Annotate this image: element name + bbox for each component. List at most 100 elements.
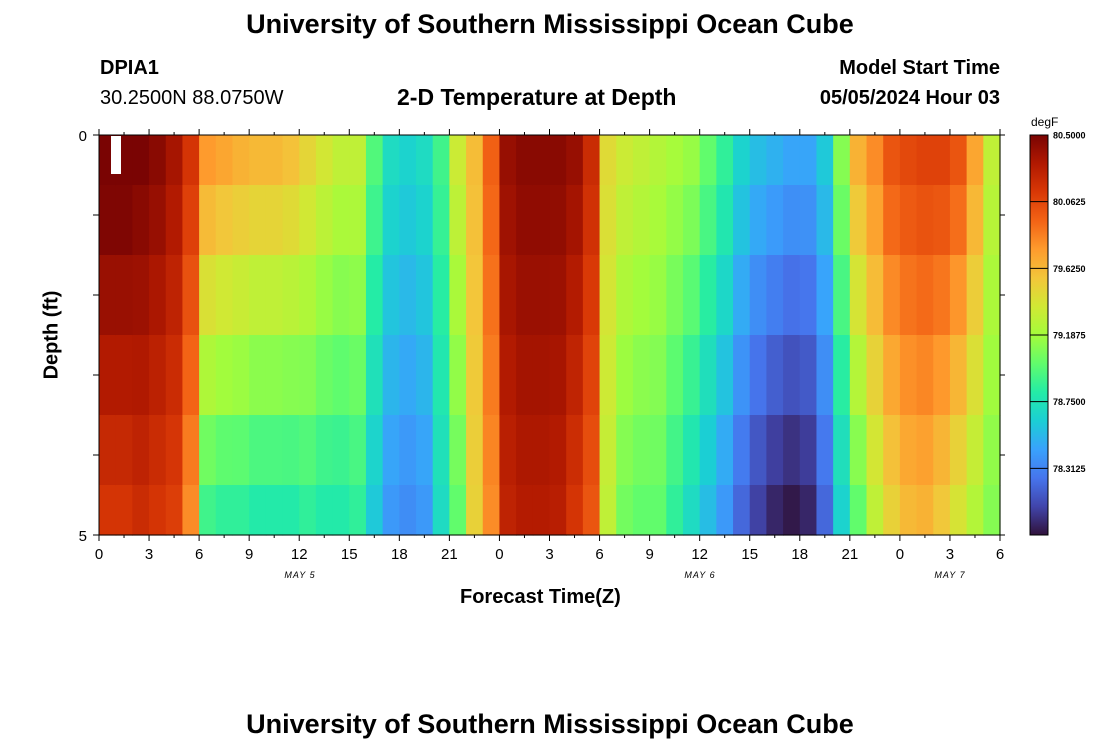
heatmap-cell	[916, 185, 934, 256]
heatmap-cell	[816, 415, 834, 486]
colorbar: degF 80.5000 80.0625 79.6250 79.1875 78.7500 7…	[1029, 115, 1086, 536]
heatmap-cell	[182, 185, 200, 256]
heatmap-cell	[265, 335, 284, 416]
x-tick-label: 21	[841, 546, 858, 563]
heatmap-cell	[265, 255, 284, 336]
heatmap-cell	[883, 185, 901, 256]
heatmap-cell	[332, 135, 350, 186]
y-axis-title: Depth (ft)	[40, 290, 63, 380]
heatmap-cell	[766, 255, 784, 336]
heatmap-cell	[866, 185, 884, 256]
heatmap-cell	[99, 335, 117, 416]
heatmap-cell	[182, 485, 200, 536]
heatmap-cell	[482, 485, 501, 536]
heatmap-cell	[933, 185, 951, 256]
heatmap-cell	[249, 135, 267, 186]
heatmap-cell	[733, 485, 751, 536]
heatmap-cell	[699, 485, 717, 536]
heatmap-cell	[516, 485, 534, 536]
heatmap-cell	[282, 415, 300, 486]
footer-title: University of Southern Mississippi Ocean…	[246, 709, 854, 739]
heatmap-cell	[299, 255, 317, 336]
heatmap-cell	[165, 485, 184, 536]
heatmap-cell	[616, 255, 634, 336]
heatmap-cell	[115, 415, 133, 486]
heatmap-cell	[983, 135, 1001, 186]
heatmap-cell	[783, 135, 801, 186]
heatmap-cell	[499, 255, 517, 336]
heatmap-cell	[499, 335, 517, 416]
heatmap-cell	[816, 335, 834, 416]
heatmap-cell	[199, 485, 217, 536]
heatmap-cell	[149, 135, 167, 186]
heatmap-cell	[482, 185, 501, 256]
heatmap-cell	[449, 135, 467, 186]
heatmap-cell	[666, 135, 684, 186]
heatmap-cell	[532, 485, 551, 536]
heatmap-cell	[716, 415, 734, 486]
heatmap-cell	[883, 255, 901, 336]
surface-marker	[111, 136, 121, 174]
heatmap-cell	[883, 415, 901, 486]
heatmap-cell	[449, 335, 467, 416]
heatmap-cell	[582, 415, 601, 486]
heatmap-cell	[833, 335, 851, 416]
y-tick-label: 5	[79, 528, 87, 545]
heatmap-cell	[833, 485, 851, 536]
heatmap-cell	[916, 135, 934, 186]
model-start-label: Model Start Time	[839, 57, 1000, 79]
heatmap-cell	[899, 485, 918, 536]
heatmap-cell	[582, 135, 601, 186]
heatmap-cell	[199, 255, 217, 336]
heatmap-cell	[632, 185, 651, 256]
heatmap-cell	[799, 415, 818, 486]
heatmap-cell	[833, 255, 851, 336]
heatmap-cell	[365, 335, 384, 416]
heatmap-cell	[265, 135, 284, 186]
heatmap-cell	[599, 185, 617, 256]
heatmap-cell	[349, 255, 367, 336]
heatmap-cell	[983, 335, 1001, 416]
heatmap-cell	[149, 485, 167, 536]
heatmap-cell	[299, 135, 317, 186]
heatmap-cell	[849, 485, 868, 536]
colorbar-tick-label: 79.6250	[1053, 264, 1086, 274]
heatmap-cell	[549, 485, 567, 536]
heatmap-cell	[733, 415, 751, 486]
heatmap-cell	[315, 415, 334, 486]
heatmap-cell	[799, 135, 818, 186]
heatmap-cell	[132, 485, 150, 536]
y-tick-label: 0	[79, 128, 87, 145]
heatmap-cell	[399, 135, 417, 186]
heatmap-cells	[99, 135, 1001, 536]
x-tick-label: 0	[95, 546, 103, 563]
heatmap-cell	[215, 485, 234, 536]
heatmap-cell	[616, 485, 634, 536]
heatmap-cell	[349, 135, 367, 186]
heatmap-cell	[783, 335, 801, 416]
heatmap-cell	[733, 335, 751, 416]
x-tick-label: 6	[195, 546, 203, 563]
heatmap-cell	[249, 335, 267, 416]
heatmap-cell	[499, 485, 517, 536]
heatmap-cell	[666, 335, 684, 416]
heatmap-cell	[549, 335, 567, 416]
heatmap-cell	[749, 185, 768, 256]
heatmap-cell	[282, 335, 300, 416]
heatmap-cell	[582, 485, 601, 536]
heatmap-cell	[165, 135, 184, 186]
heatmap-cell	[566, 185, 584, 256]
heatmap-cell	[399, 255, 417, 336]
heatmap-cell	[449, 255, 467, 336]
heatmap-cell	[833, 415, 851, 486]
x-tick-label: 3	[545, 546, 553, 563]
heatmap-cell	[349, 335, 367, 416]
heatmap-cell	[382, 415, 400, 486]
heatmap-cell	[332, 255, 350, 336]
heatmap-cell	[799, 185, 818, 256]
heatmap-cell	[899, 415, 918, 486]
heatmap-cell	[966, 415, 984, 486]
heatmap-cell	[265, 185, 284, 256]
colorbar-tick-label: 80.0625	[1053, 197, 1086, 207]
